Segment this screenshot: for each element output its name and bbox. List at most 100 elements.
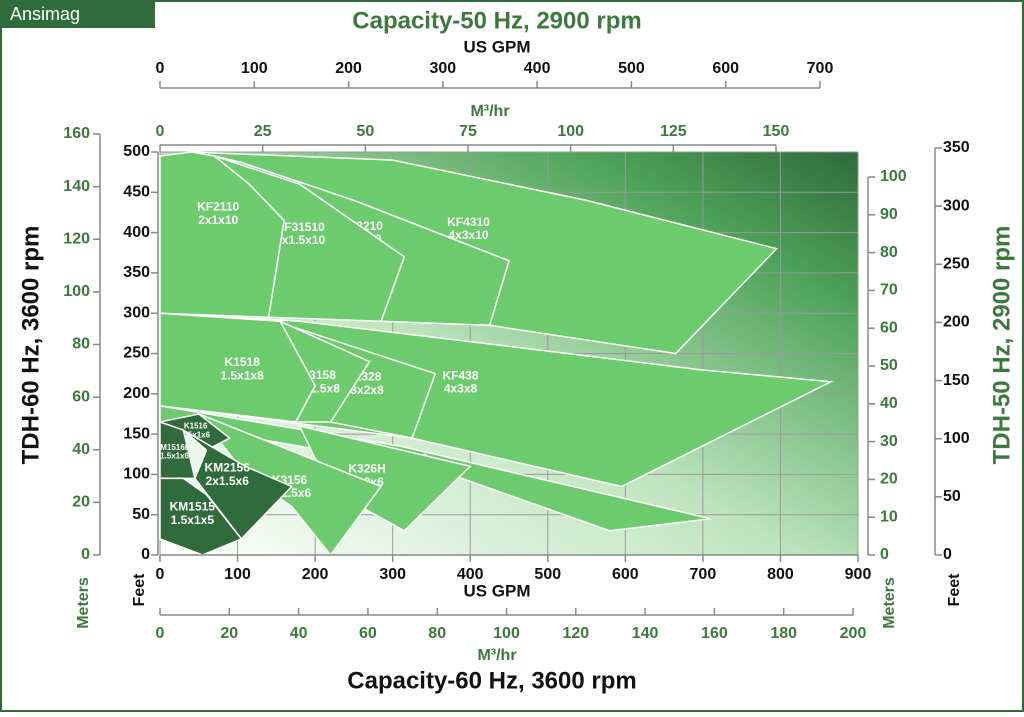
region-name: K326H bbox=[348, 462, 385, 476]
region-size: 1.5x1x6 bbox=[181, 430, 210, 439]
tick-label: 0 bbox=[141, 546, 150, 563]
top-title: Capacity-50 Hz, 2900 rpm bbox=[352, 7, 641, 34]
tick-label: 40 bbox=[880, 395, 898, 412]
tick-label: 100 bbox=[880, 168, 907, 185]
tick-label: 80 bbox=[428, 625, 446, 642]
tick-label: 50 bbox=[356, 123, 374, 140]
tick-label: 160 bbox=[63, 125, 90, 142]
tick-label: 160 bbox=[701, 625, 728, 642]
tick-label: 400 bbox=[524, 60, 551, 77]
tick-label: 450 bbox=[123, 184, 150, 201]
tick-label: 250 bbox=[123, 345, 150, 362]
tick-label: 200 bbox=[335, 60, 362, 77]
tick-label: 800 bbox=[767, 566, 794, 583]
tick-label: 10 bbox=[880, 508, 898, 525]
tick-label: 150 bbox=[123, 425, 150, 442]
left-feet-label: Feet bbox=[131, 573, 148, 607]
tick-label: 0 bbox=[943, 546, 952, 563]
tick-label: 50 bbox=[132, 506, 150, 523]
left-title: TDH-60 Hz, 3600 rpm bbox=[17, 226, 44, 465]
tick-label: 180 bbox=[770, 625, 797, 642]
region-size: 3x1.5x10 bbox=[275, 233, 325, 247]
tick-label: 60 bbox=[359, 625, 377, 642]
tick-label: 700 bbox=[807, 60, 834, 77]
region-name: KF4310 bbox=[447, 215, 490, 229]
tick-label: 0 bbox=[156, 566, 165, 583]
tick-label: 500 bbox=[123, 143, 150, 160]
region-name: K1516 bbox=[184, 422, 208, 431]
tick-label: 100 bbox=[493, 625, 520, 642]
tick-label: 0 bbox=[156, 123, 165, 140]
tick-label: 50 bbox=[943, 488, 961, 505]
tick-label: 100 bbox=[241, 60, 268, 77]
tick-label: 90 bbox=[880, 206, 898, 223]
tick-label: 200 bbox=[123, 385, 150, 402]
tick-label: 80 bbox=[880, 244, 898, 261]
left-meters-label: Meters bbox=[75, 577, 92, 629]
region-name: KF438 bbox=[443, 368, 479, 382]
tick-label: 70 bbox=[880, 282, 898, 299]
tick-label: 20 bbox=[880, 471, 898, 488]
tick-label: 350 bbox=[943, 139, 970, 156]
tick-label: 200 bbox=[840, 625, 867, 642]
region-name: KM2156 bbox=[205, 461, 251, 475]
tick-label: 150 bbox=[763, 123, 790, 140]
tick-label: 700 bbox=[690, 566, 717, 583]
region-size: 1.5x1x8 bbox=[221, 368, 265, 382]
tick-label: 100 bbox=[63, 283, 90, 300]
tick-label: 200 bbox=[302, 566, 329, 583]
top-gpm-label: US GPM bbox=[463, 37, 530, 56]
region bbox=[159, 312, 316, 423]
tick-label: 900 bbox=[845, 566, 872, 583]
tick-label: 100 bbox=[557, 123, 584, 140]
tick-label: 40 bbox=[72, 441, 90, 458]
tick-label: 200 bbox=[943, 314, 970, 331]
bottom-gpm-label: US GPM bbox=[463, 581, 530, 600]
region-name: KF2110 bbox=[197, 200, 239, 214]
tick-label: 20 bbox=[72, 494, 90, 511]
tick-label: 75 bbox=[459, 123, 477, 140]
tick-label: 40 bbox=[290, 625, 308, 642]
tick-label: 80 bbox=[72, 336, 90, 353]
right-title: TDH-50 Hz, 2900 rpm bbox=[988, 226, 1015, 465]
region-size: 2x1x10 bbox=[198, 213, 238, 227]
tick-label: 30 bbox=[880, 433, 898, 450]
tick-label: 350 bbox=[123, 264, 150, 281]
brand: Ansimag bbox=[10, 4, 80, 24]
region bbox=[298, 424, 472, 532]
region bbox=[159, 477, 243, 556]
tick-label: 120 bbox=[63, 230, 90, 247]
regions: KF43104x3x10KF32103x2x10KF315103x1.5x10K… bbox=[155, 151, 834, 557]
tick-label: 500 bbox=[618, 60, 645, 77]
tick-label: 25 bbox=[254, 123, 272, 140]
tick-label: 600 bbox=[612, 566, 639, 583]
tick-label: 0 bbox=[156, 60, 165, 77]
bottom-m3-label: M³/hr bbox=[477, 647, 516, 664]
region-name: KF31510 bbox=[275, 220, 325, 234]
tick-label: 120 bbox=[562, 625, 589, 642]
brand-tab bbox=[0, 0, 155, 28]
top-m3-label: M³/hr bbox=[470, 103, 509, 120]
tick-label: 100 bbox=[943, 430, 970, 447]
tick-label: 400 bbox=[123, 224, 150, 241]
tick-label: 140 bbox=[63, 178, 90, 195]
tick-label: 0 bbox=[81, 546, 90, 563]
region bbox=[159, 420, 196, 480]
tick-label: 50 bbox=[880, 357, 898, 374]
region-name: KM1516LF bbox=[155, 443, 195, 452]
tick-label: 300 bbox=[379, 566, 406, 583]
tick-label: 600 bbox=[712, 60, 739, 77]
region-size: 1.5x1x5 bbox=[171, 513, 215, 527]
region-size: 4x3x10 bbox=[448, 228, 488, 242]
tick-label: 300 bbox=[123, 304, 150, 321]
tick-label: 500 bbox=[534, 566, 561, 583]
tick-label: 125 bbox=[660, 123, 687, 140]
tick-label: 20 bbox=[220, 625, 238, 642]
tick-label: 250 bbox=[943, 256, 970, 273]
bottom-title: Capacity-60 Hz, 3600 rpm bbox=[347, 667, 636, 694]
tick-label: 60 bbox=[72, 388, 90, 405]
tick-label: 0 bbox=[880, 546, 889, 563]
